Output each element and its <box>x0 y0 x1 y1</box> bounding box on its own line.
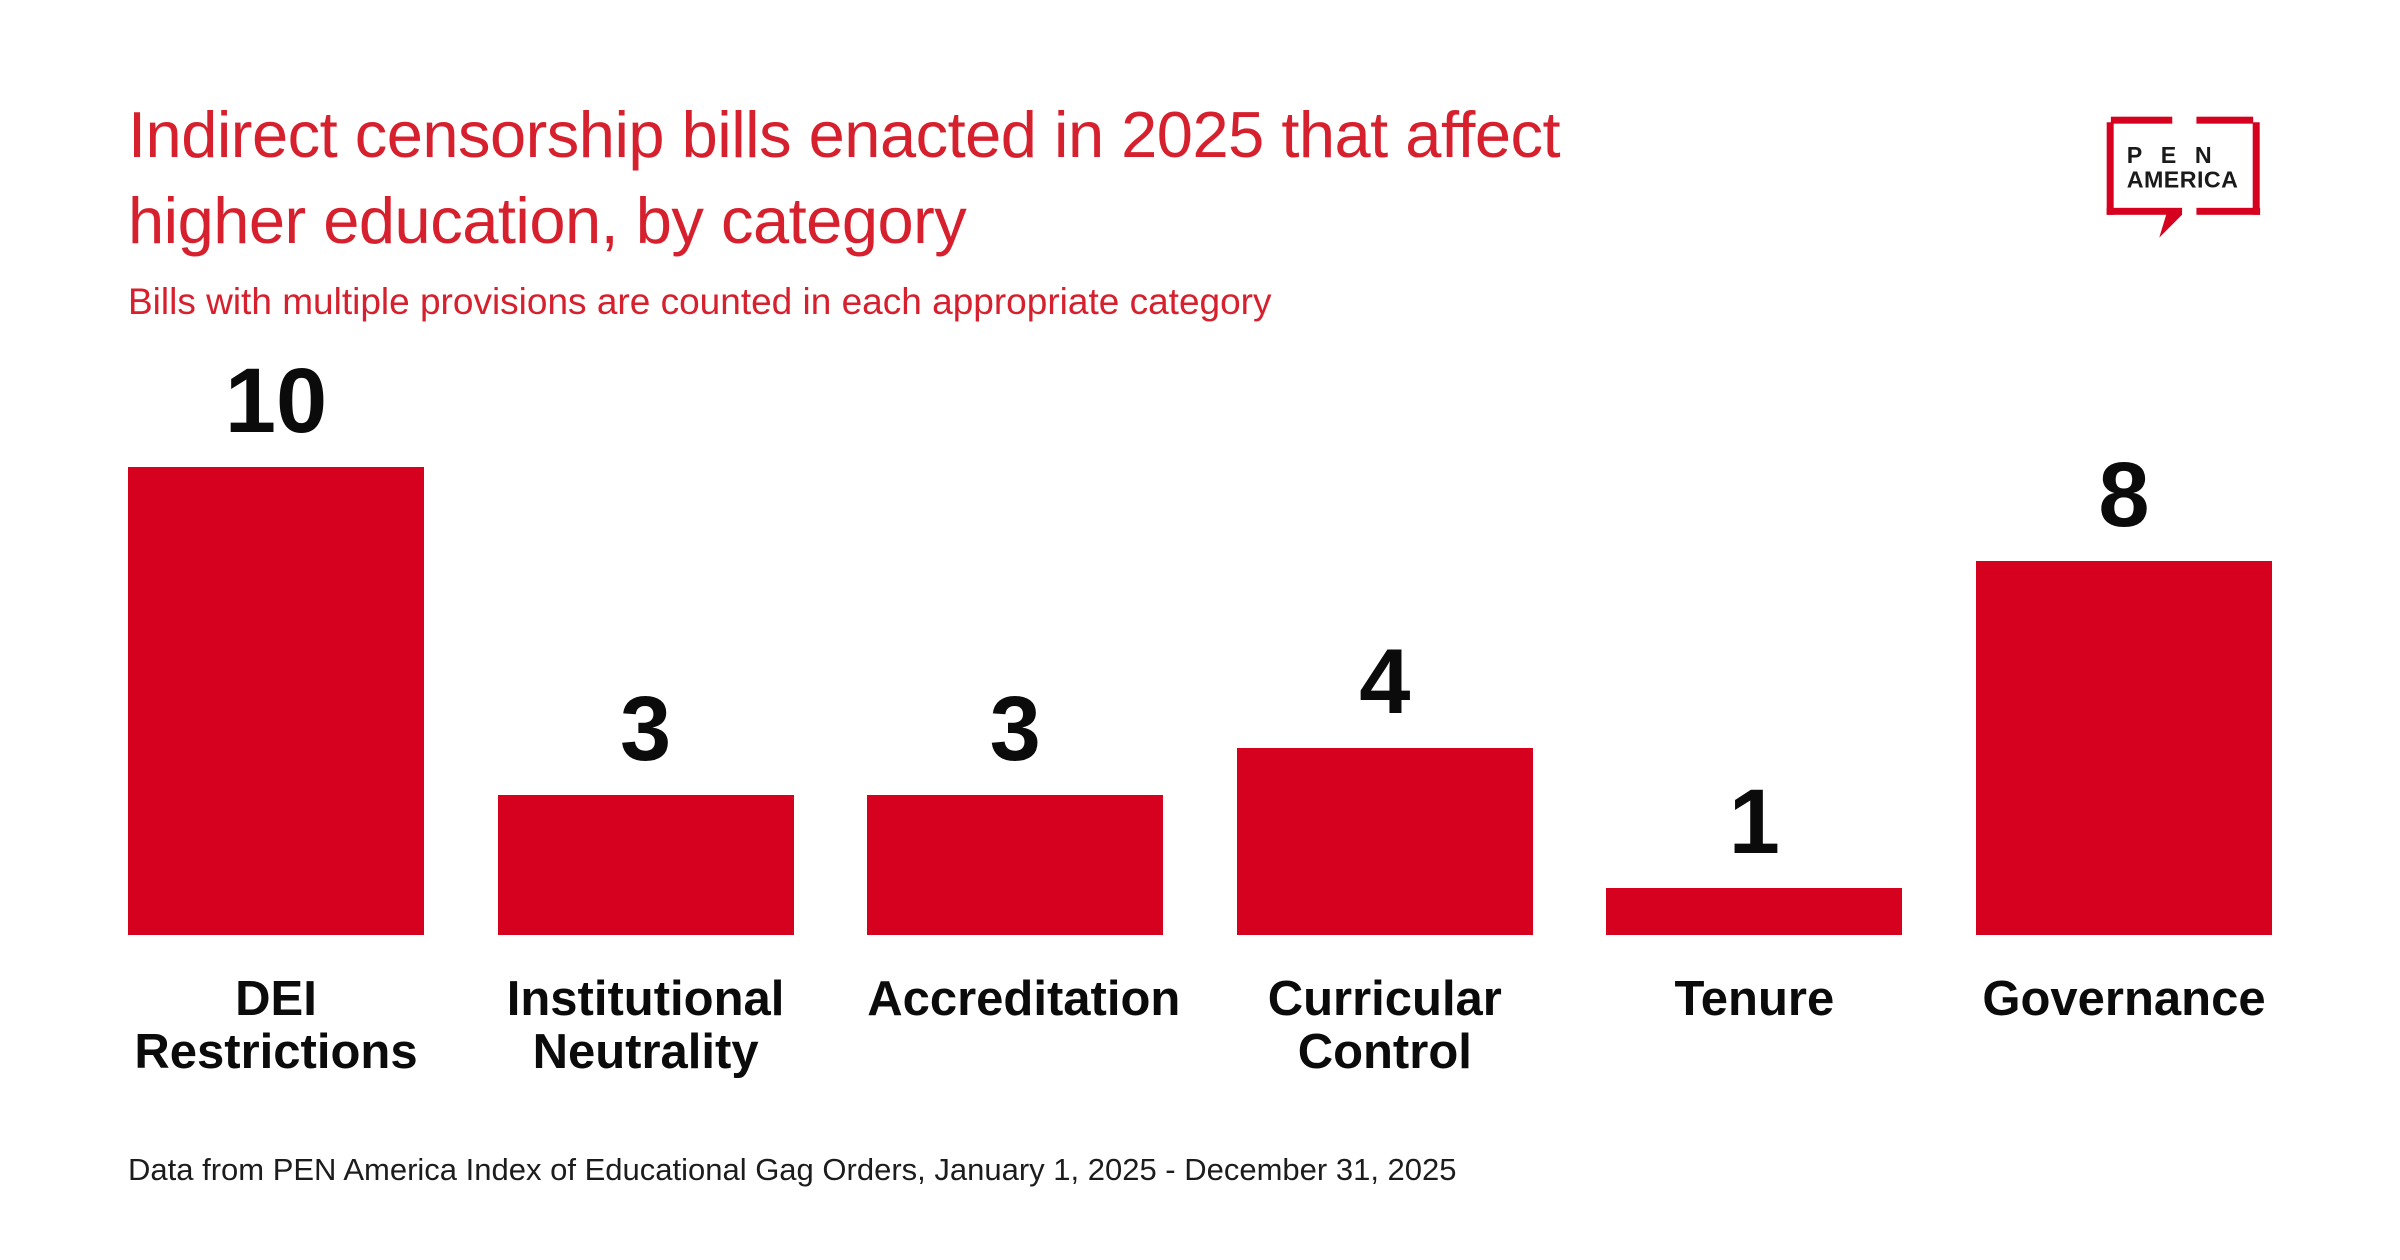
page-title-line-2: higher education, by category <box>128 184 967 257</box>
bar-column: 3 <box>867 678 1164 935</box>
category-label: Curricular Control <box>1237 973 1533 1079</box>
bar-column: 10 <box>128 355 424 935</box>
category-label-line: Governance <box>1982 972 2266 1026</box>
category-label: Governance <box>1976 973 2272 1079</box>
bar <box>128 467 424 935</box>
source-note: Data from PEN America Index of Education… <box>128 1152 1457 1187</box>
pen-america-logo: PEN AMERICA <box>2106 116 2261 238</box>
bar-column: 3 <box>497 678 794 935</box>
chart-header: Indirect censorship bills enacted in 202… <box>128 92 1561 324</box>
bar <box>867 795 1164 935</box>
category-label: DEI Restrictions <box>128 973 424 1079</box>
category-label-line: Control <box>1297 1025 1472 1079</box>
bar <box>1236 748 1533 935</box>
category-label: Institutional Neutrality <box>498 973 794 1079</box>
bar <box>497 795 794 935</box>
bar-value-label: 3 <box>989 678 1041 780</box>
category-label: Tenure <box>1606 973 1902 1079</box>
bar-value-label: 4 <box>1359 631 1411 733</box>
bar-value-label: 8 <box>2098 444 2150 546</box>
logo-text-pen: PEN <box>2127 142 2231 168</box>
bar-value-label: 10 <box>224 350 328 452</box>
bar-chart: 10 3 3 4 1 8 <box>128 355 2272 935</box>
category-label-line: Tenure <box>1674 972 1835 1026</box>
page-title-line-1: Indirect censorship bills enacted in 202… <box>128 98 1561 171</box>
category-label-line: Neutrality <box>532 1025 759 1079</box>
bar <box>1975 561 2272 935</box>
category-label-line: Institutional <box>506 972 785 1026</box>
page-subtitle: Bills with multiple provisions are count… <box>128 281 1272 322</box>
bar-column: 8 <box>1975 444 2272 935</box>
category-label-line: Restrictions <box>134 1025 418 1079</box>
category-label-line: Accreditation <box>867 972 1181 1026</box>
logo-speech-bubble-icon <box>2106 116 2261 238</box>
bar <box>1606 888 1903 935</box>
bar-value-label: 3 <box>620 678 672 780</box>
bar-column: 4 <box>1236 631 1533 935</box>
bar-column: 1 <box>1606 771 1903 935</box>
category-labels: DEI Restrictions Institutional Neutrality Ac… <box>128 973 2272 1079</box>
bar-value-label: 1 <box>1728 771 1780 873</box>
category-label: Accreditation <box>867 972 1181 1079</box>
category-label-line: Curricular <box>1267 972 1502 1026</box>
logo-text-america: AMERICA <box>2127 166 2239 192</box>
category-label-line: DEI <box>235 972 317 1026</box>
